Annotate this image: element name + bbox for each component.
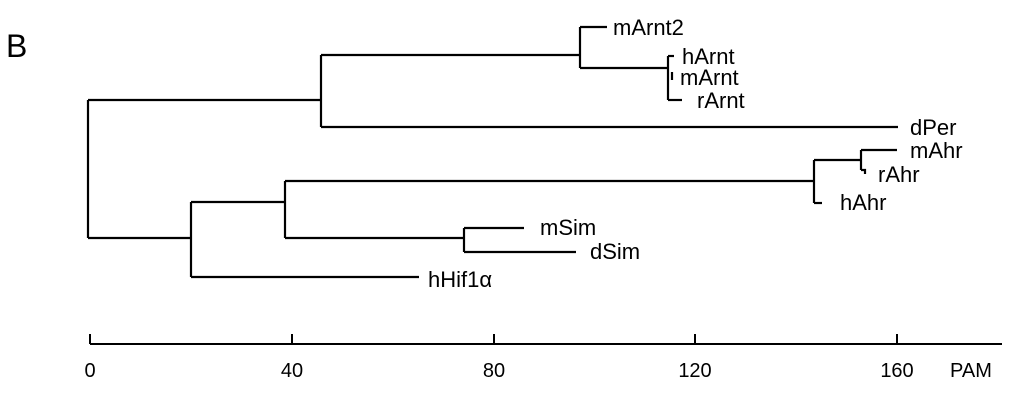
leaf-label-mahr: mAhr [910,138,963,163]
leaf-label-hahr: hAhr [840,190,886,215]
axis-tick-label-0: 0 [84,360,95,382]
leaf-label-dsim: dSim [590,239,640,264]
leaf-label-rahr: rAhr [878,162,920,187]
axis-tick-label-40: 40 [281,360,303,382]
scale-axis: 0 40 80 120 160 PAM [84,334,1002,382]
axis-unit-label: PAM [950,360,992,382]
leaf-label-dper: dPer [910,115,956,140]
tree-branches [86,25,898,279]
leaf-labels: mArnt2 hArnt mArnt rArnt dPer mAhr rAhr … [428,15,963,292]
axis-tick-label-80: 80 [483,360,505,382]
panel-label: B [6,28,28,64]
branch-rahr [861,168,867,174]
leaf-label-msim: mSim [540,215,596,240]
axis-tick-label-120: 120 [678,360,711,382]
leaf-label-marnt2: mArnt2 [613,15,684,40]
leaf-label-harnt: hArnt [682,44,735,69]
leaf-label-marnt: mArnt [680,65,739,90]
leaf-label-hhif1a: hHif1α [428,267,492,292]
axis-tick-label-160: 160 [880,360,913,382]
leaf-label-rarnt: rArnt [697,88,745,113]
